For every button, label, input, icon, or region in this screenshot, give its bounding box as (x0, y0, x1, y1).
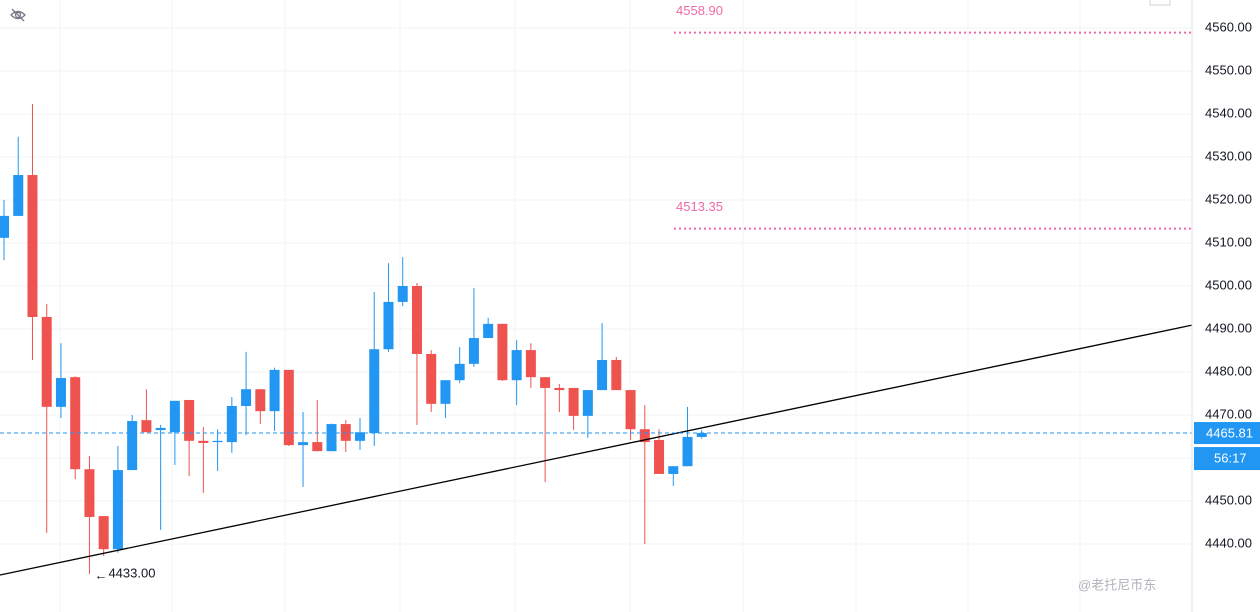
candle-body (0, 215, 9, 238)
candle-body (355, 432, 365, 441)
candle-body (269, 369, 280, 412)
candle-body (127, 421, 138, 471)
candle-body (312, 442, 323, 452)
candle-body (226, 405, 237, 443)
arrow: ← (94, 568, 107, 583)
y-tick-label: 4500.00 (1205, 277, 1252, 292)
y-tick-label: 4440.00 (1205, 535, 1252, 550)
candle-body (84, 469, 95, 517)
hide-icon[interactable] (10, 8, 26, 22)
candle-body (625, 390, 636, 430)
candle-body (340, 424, 351, 441)
candle-body (383, 301, 394, 350)
candle-body (55, 378, 66, 407)
candle-body (397, 286, 408, 302)
candle-body (212, 440, 223, 443)
candle-body (283, 369, 294, 446)
candle-body (525, 350, 536, 378)
candle-body (483, 323, 494, 339)
y-axis: 4440.004450.004460.004470.004480.004490.… (1194, 19, 1260, 550)
marks: 4558.90 4513.35 ← 4433.00 (0, 3, 1193, 583)
grid (0, 27, 1192, 545)
candle-body (696, 433, 707, 437)
corner-button[interactable] (1149, 0, 1171, 6)
candle-body (654, 439, 665, 474)
y-tick-label: 4470.00 (1205, 406, 1252, 421)
candle-body (597, 359, 608, 391)
watermark: @老托尼币东 (1078, 577, 1156, 592)
candle-body (411, 286, 422, 354)
countdown: 56:17 (1214, 450, 1247, 465)
y-tick-label: 4450.00 (1205, 492, 1252, 507)
y-tick-label: 4480.00 (1205, 363, 1252, 378)
candle-body (326, 424, 337, 452)
candle-body (468, 338, 479, 364)
candle-body (169, 400, 180, 433)
low-annotation: 4433.00 (108, 566, 155, 581)
candle-body (369, 349, 380, 434)
candle-body (13, 175, 24, 216)
countdown-box (1194, 447, 1260, 471)
y-tick-label: 4490.00 (1205, 320, 1252, 335)
candle-body (639, 429, 650, 443)
candle-body (98, 516, 109, 550)
last-price-box (1194, 422, 1260, 445)
candle-body (255, 389, 266, 412)
candle-body (198, 440, 209, 443)
candle-body (241, 389, 252, 406)
candle-body (298, 442, 309, 446)
candle-body (426, 353, 437, 404)
candle-body (141, 420, 152, 433)
y-tick-label: 4510.00 (1205, 234, 1252, 249)
last-price-label: 4465.81 (1206, 425, 1253, 440)
y-tick-label: 4530.00 (1205, 148, 1252, 163)
candle-body (27, 175, 38, 317)
trendline (0, 324, 1193, 576)
candle-body (155, 427, 166, 431)
y-tick-label: 4560.00 (1205, 19, 1252, 34)
y-tick-label: 4550.00 (1205, 62, 1252, 77)
candle-body (540, 377, 551, 388)
candle-body (582, 390, 593, 416)
y-tick-label: 4520.00 (1205, 191, 1252, 206)
candle-body (70, 377, 81, 470)
y-axis-panel (1192, 0, 1260, 612)
candle-body (511, 350, 522, 381)
candle-body (440, 380, 451, 404)
level-label: 4558.90 (676, 3, 723, 18)
candle-body (682, 436, 693, 467)
candle-body (184, 399, 195, 441)
candle-body (611, 359, 622, 391)
candle-body (41, 316, 52, 407)
level-label: 4513.35 (676, 199, 723, 214)
candle-body (668, 466, 679, 474)
candle-body (497, 323, 508, 381)
y-tick-label: 4540.00 (1205, 105, 1252, 120)
candle-body (112, 470, 123, 550)
candle-body (568, 387, 579, 416)
candle-body (454, 363, 465, 381)
candle-body (554, 387, 565, 391)
v-grid (59, 0, 1081, 612)
